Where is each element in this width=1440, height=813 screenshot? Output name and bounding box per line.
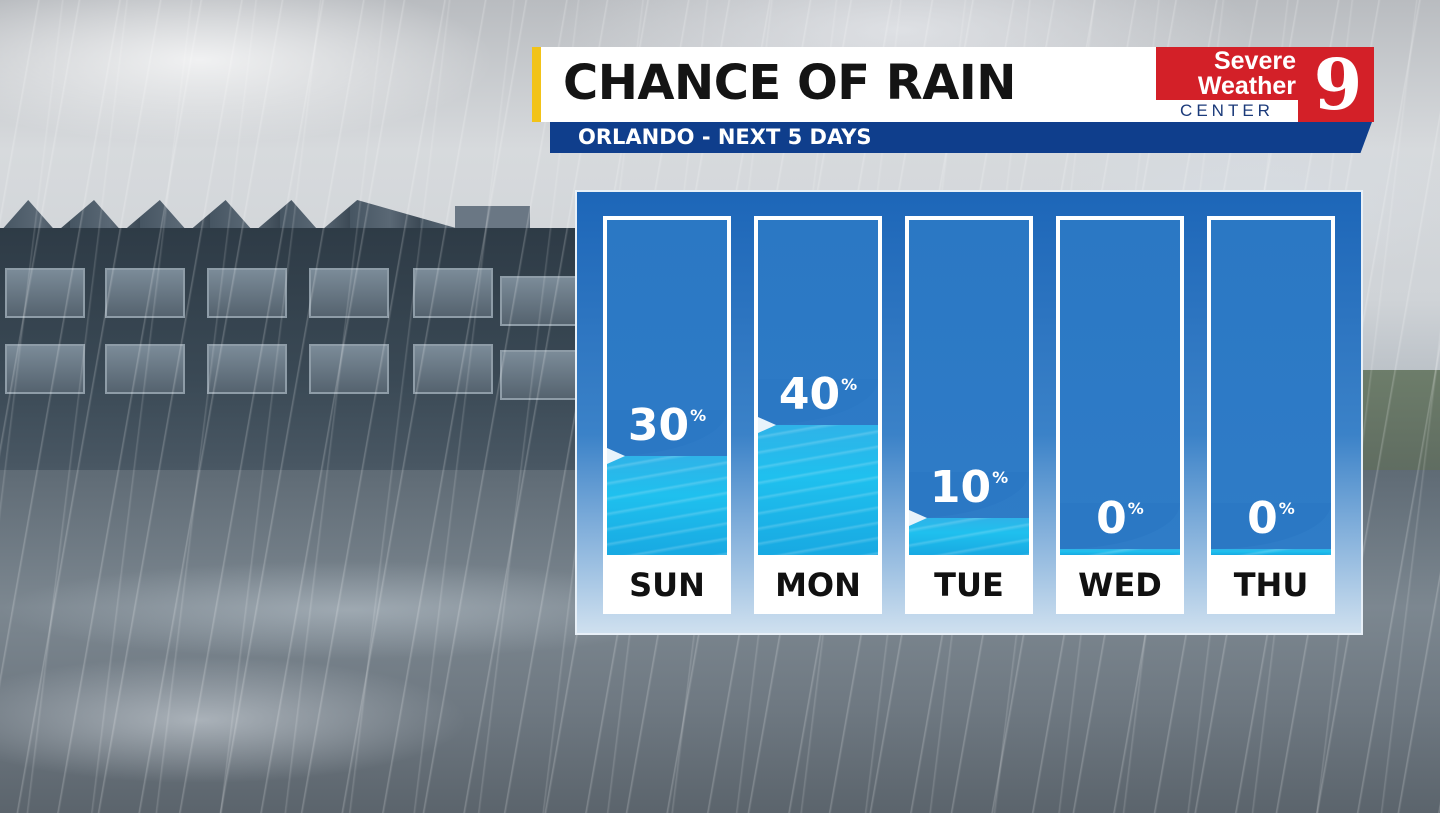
building-window	[5, 344, 85, 394]
rain-bar-track: 0%	[1211, 220, 1331, 555]
page-title: CHANCE OF RAIN	[563, 55, 1016, 111]
rain-bar	[758, 425, 878, 555]
rain-bar-track: 0%	[1060, 220, 1180, 555]
rain-percent-label: 40%	[758, 373, 878, 417]
rain-bar-track: 10%	[909, 220, 1029, 555]
rain-percent-value: 40	[778, 369, 841, 420]
severe-weather-center-logo: Severe Weather CENTER 9	[1156, 47, 1374, 122]
rain-bar	[607, 456, 727, 555]
percent-symbol: %	[1278, 499, 1295, 518]
day-column-thu: 0% THU	[1207, 216, 1335, 614]
rain-bar	[1211, 549, 1331, 555]
building-window	[105, 268, 185, 318]
day-column-wed: 0% WED	[1056, 216, 1184, 614]
rain-percent-value: 0	[1247, 493, 1278, 544]
logo-severe-text: Severe	[1213, 47, 1296, 75]
day-column-tue: 10% TUE	[905, 216, 1033, 614]
building-window	[207, 344, 287, 394]
day-label: WED	[1058, 559, 1182, 611]
page-subtitle: ORLANDO - NEXT 5 DAYS	[578, 125, 872, 149]
building-window	[5, 268, 85, 318]
rain-percent-label: 10%	[909, 466, 1029, 510]
day-column-mon: 40% MON	[754, 216, 882, 614]
rain-bar	[1060, 549, 1180, 555]
rain-percent-value: 30	[627, 400, 690, 451]
day-column-sun: 30% SUN	[603, 216, 731, 614]
building-window	[309, 344, 389, 394]
level-pointer-icon	[758, 417, 776, 433]
day-label: THU	[1209, 559, 1333, 611]
level-pointer-icon	[909, 510, 927, 526]
rain-percent-value: 10	[929, 462, 992, 513]
subtitle-banner: ORLANDO - NEXT 5 DAYS	[550, 122, 1372, 153]
percent-symbol: %	[1127, 499, 1144, 518]
building-window	[413, 344, 493, 394]
logo-channel-number: 9	[1313, 43, 1363, 126]
title-banner: CHANCE OF RAIN	[532, 47, 1156, 122]
building-window	[105, 344, 185, 394]
building	[0, 228, 590, 478]
day-label: TUE	[907, 559, 1031, 611]
building-window	[309, 268, 389, 318]
building-window	[207, 268, 287, 318]
percent-symbol: %	[841, 375, 858, 394]
logo-center-text: CENTER	[1156, 100, 1298, 122]
logo-weather-text: Weather	[1197, 72, 1296, 100]
day-label: SUN	[605, 559, 729, 611]
building-window	[500, 276, 580, 326]
rain-percent-label: 30%	[607, 404, 727, 448]
day-label: MON	[756, 559, 880, 611]
percent-symbol: %	[690, 406, 707, 425]
rain-percent-label: 0%	[1060, 497, 1180, 541]
rain-bar-track: 40%	[758, 220, 878, 555]
rain-percent-value: 0	[1096, 493, 1127, 544]
rain-bar	[909, 518, 1029, 555]
rain-percent-label: 0%	[1211, 497, 1331, 541]
percent-symbol: %	[992, 468, 1009, 487]
level-pointer-icon	[607, 448, 625, 464]
rain-bar-track: 30%	[607, 220, 727, 555]
rain-chance-chart: 30% SUN 40% MON 10% TUE 0% WED 0% THU	[575, 190, 1363, 635]
building-window	[413, 268, 493, 318]
